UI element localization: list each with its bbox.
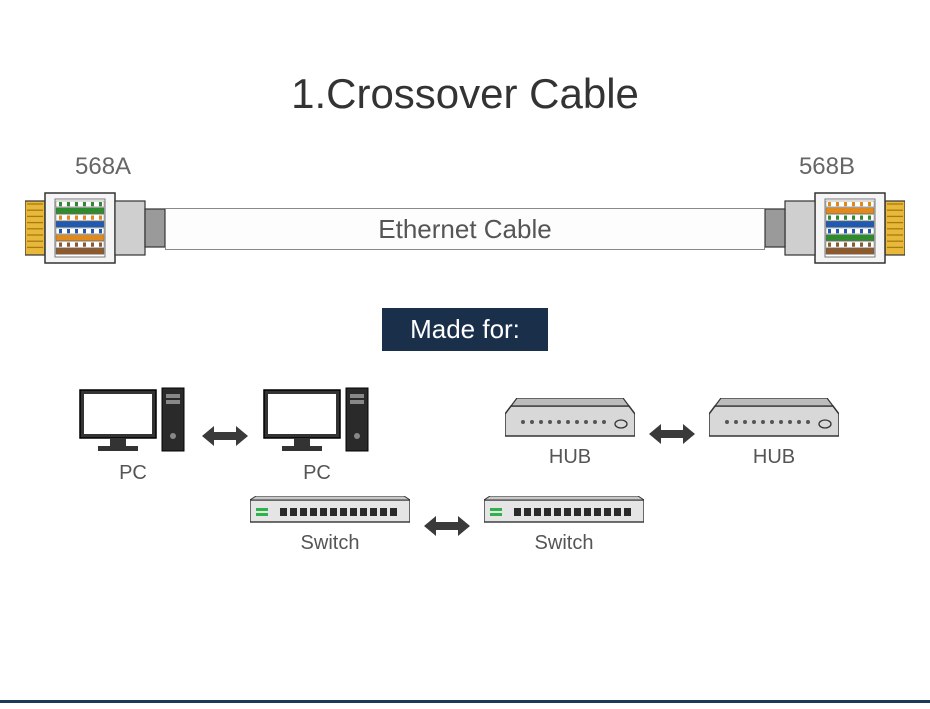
standard-label-right: 568B: [799, 153, 855, 181]
device-label: HUB: [753, 446, 795, 469]
device: PC: [262, 386, 372, 485]
bidirectional-arrow-icon: [202, 424, 248, 448]
devices-section: PC PC HUB HUB Switch Switch: [0, 386, 930, 606]
rj45-left-icon: [25, 183, 165, 273]
pc-icon: [78, 386, 188, 456]
switch-icon: [250, 496, 410, 526]
hub-icon: [505, 398, 635, 440]
device-label: PC: [303, 462, 331, 485]
bidirectional-arrow-icon: [424, 514, 470, 538]
device: HUB: [505, 398, 635, 469]
device: PC: [78, 386, 188, 485]
bidirectional-arrow-icon: [649, 422, 695, 446]
switch-icon: [484, 496, 644, 526]
device-pair: HUB HUB: [505, 398, 839, 469]
made-for-badge: Made for:: [382, 308, 548, 351]
page-title: 1.Crossover Cable: [0, 0, 930, 118]
hub-icon: [709, 398, 839, 440]
device: HUB: [709, 398, 839, 469]
pc-icon: [262, 386, 372, 456]
device-label: Switch: [535, 532, 594, 555]
standard-label-left: 568A: [75, 153, 131, 181]
device-pair: Switch Switch: [250, 496, 644, 555]
cable-body-label: Ethernet Cable: [165, 208, 765, 250]
device-pair: PC PC: [78, 386, 372, 485]
footer-divider: [0, 700, 930, 703]
device-label: PC: [119, 462, 147, 485]
device: Switch: [484, 496, 644, 555]
rj45-right-icon: [765, 183, 905, 273]
device: Switch: [250, 496, 410, 555]
cable-diagram: 568A 568B Ethernet Cable: [0, 153, 930, 293]
device-label: Switch: [301, 532, 360, 555]
device-label: HUB: [549, 446, 591, 469]
